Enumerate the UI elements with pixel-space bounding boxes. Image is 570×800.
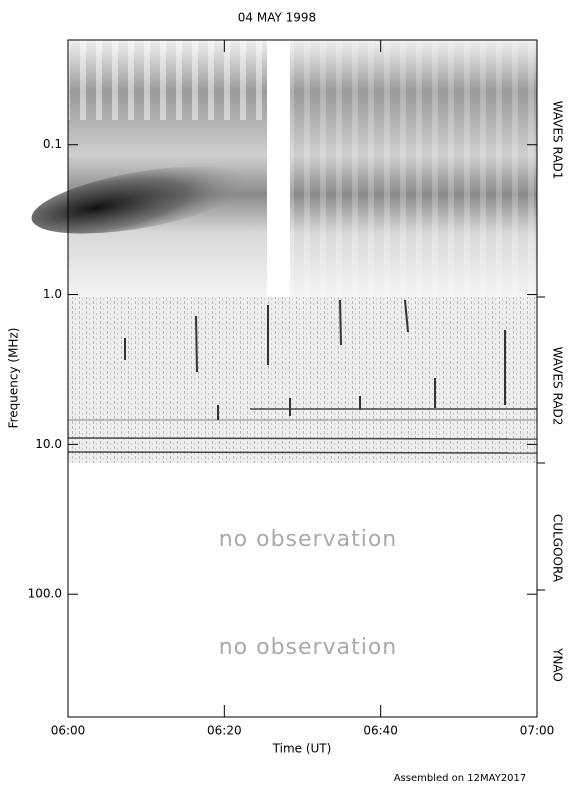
chart-title: 04 MAY 1998: [238, 11, 316, 25]
annotation: no observation: [219, 635, 398, 660]
panel-label: CULGOORA: [551, 514, 565, 583]
spectrogram-image: [31, 40, 538, 463]
y-tick-label: 0.1: [43, 137, 62, 151]
x-tick-label: 06:40: [363, 724, 398, 738]
x-tick-label: 06:00: [51, 724, 86, 738]
y-tick-label: 1.0: [43, 287, 62, 301]
annotation: no observation: [219, 527, 398, 552]
panel-label: WAVES RAD2: [551, 347, 565, 426]
x-tick-label: 07:00: [520, 724, 555, 738]
x-tick-label: 06:20: [207, 724, 242, 738]
x-axis-label: Time (UT): [272, 742, 332, 756]
y-tick-label: 100.0: [28, 587, 62, 601]
footer: Assembled on 12MAY2017: [394, 773, 527, 784]
plot-frame: [67, 39, 538, 718]
panel-label: WAVES RAD1: [551, 101, 565, 180]
y-tick-label: 10.0: [35, 437, 62, 451]
panel-dividers: [537, 296, 545, 591]
y-axis-label: Frequency (MHz): [7, 328, 21, 429]
panel-label: YNAO: [551, 647, 565, 682]
